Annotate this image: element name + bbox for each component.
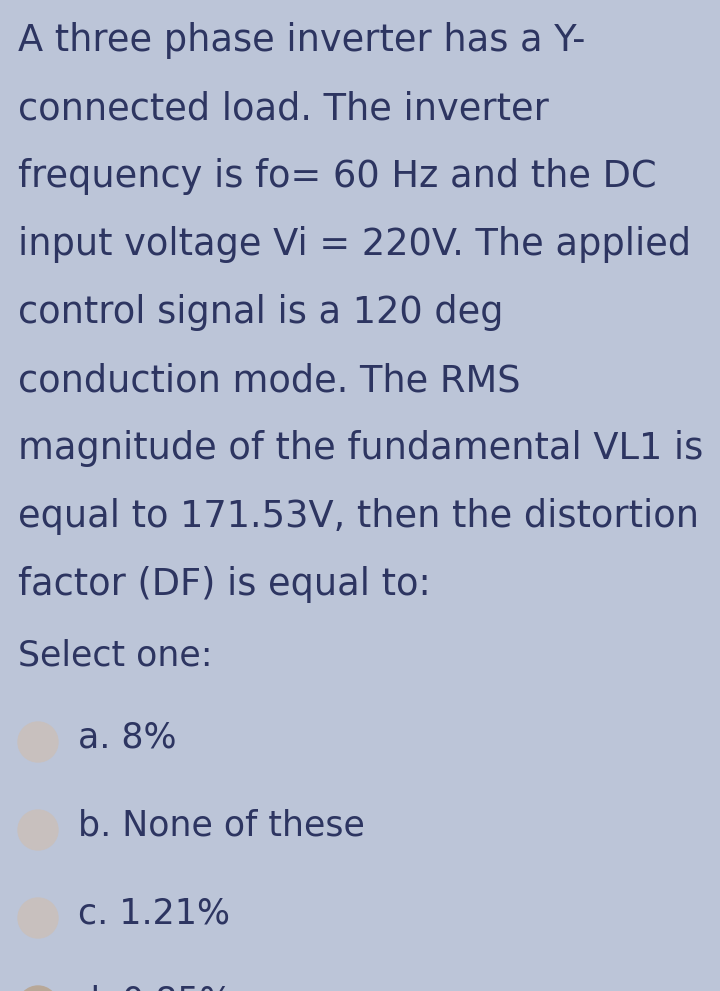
Text: Select one:: Select one: (18, 638, 212, 672)
Text: input voltage Vi = 220V. The applied: input voltage Vi = 220V. The applied (18, 226, 691, 263)
Text: conduction mode. The RMS: conduction mode. The RMS (18, 362, 521, 399)
Text: a. 8%: a. 8% (78, 720, 176, 754)
Text: control signal is a 120 deg: control signal is a 120 deg (18, 294, 503, 331)
Text: c. 1.21%: c. 1.21% (78, 896, 230, 930)
Circle shape (18, 898, 58, 938)
Text: factor (DF) is equal to:: factor (DF) is equal to: (18, 566, 431, 603)
Text: magnitude of the fundamental VL1 is: magnitude of the fundamental VL1 is (18, 430, 703, 467)
Text: d. 0.85%: d. 0.85% (78, 984, 233, 991)
Text: b. None of these: b. None of these (78, 808, 365, 842)
Circle shape (18, 986, 58, 991)
Text: equal to 171.53V, then the distortion: equal to 171.53V, then the distortion (18, 498, 699, 535)
Text: frequency is fo= 60 Hz and the DC: frequency is fo= 60 Hz and the DC (18, 158, 657, 195)
Text: A three phase inverter has a Y-: A three phase inverter has a Y- (18, 22, 585, 59)
Circle shape (18, 810, 58, 850)
Circle shape (18, 722, 58, 762)
Text: connected load. The inverter: connected load. The inverter (18, 90, 549, 127)
